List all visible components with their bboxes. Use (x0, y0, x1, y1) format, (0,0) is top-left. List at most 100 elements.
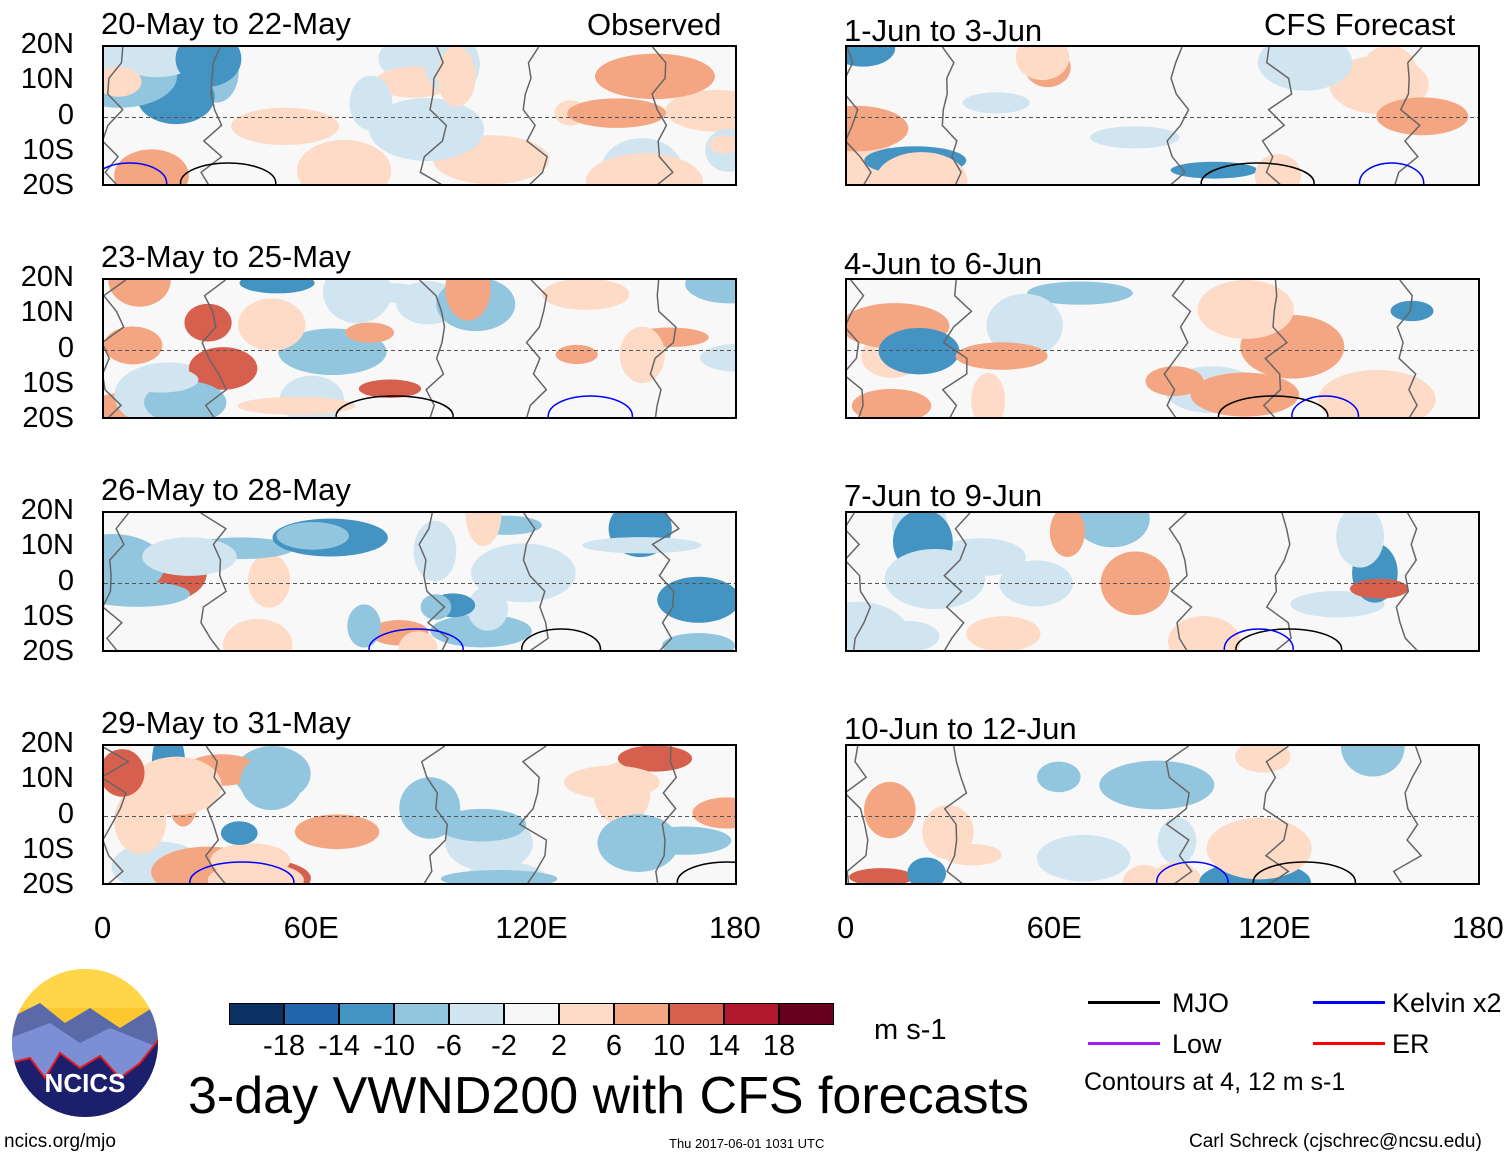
anomaly-region (1074, 513, 1150, 548)
forecast-label: CFS Forecast (1264, 7, 1456, 42)
colorbar-label: -18 (263, 1030, 305, 1062)
colorbar-label: -14 (318, 1030, 360, 1062)
colorbar-label: 18 (762, 1030, 796, 1062)
map-panel (845, 511, 1480, 652)
anomaly-region (962, 92, 1030, 114)
mjo-contour (179, 162, 277, 184)
coastline (1395, 513, 1418, 650)
anomaly-region (1090, 126, 1180, 149)
panel-title: 1-Jun to 3-Jun (844, 13, 1043, 48)
anomaly-region (1157, 817, 1197, 865)
anomaly-region (1148, 862, 1204, 883)
anomaly-region (1368, 371, 1406, 400)
panel-title: 29-May to 31-May (101, 705, 351, 740)
colorbar-swatch (669, 1003, 724, 1025)
lat-tick-label: 20S (22, 402, 74, 434)
colorbar-swatch (339, 1003, 394, 1025)
lat-tick-label: 10S (22, 366, 74, 399)
anomaly-region (849, 868, 914, 883)
anomaly-region (966, 616, 1041, 650)
anomaly-region (465, 513, 502, 547)
colorbar-label: 10 (652, 1030, 686, 1062)
anomaly-region (907, 857, 947, 883)
anomaly-region (114, 149, 189, 184)
lon-tick-label: 0 (94, 910, 112, 945)
kelvin-contour (1155, 861, 1229, 883)
panel-title: 10-Jun to 12-Jun (844, 711, 1077, 746)
anomaly-region (692, 797, 735, 829)
map-panel (845, 278, 1480, 419)
lon-tick-label: 180 (709, 910, 761, 945)
anomaly-region (239, 280, 315, 294)
anomaly-region (1015, 47, 1070, 81)
anomaly-region (437, 808, 527, 842)
coastline (651, 47, 674, 184)
anomaly-region (142, 537, 237, 576)
colorbar-swatch (504, 1003, 559, 1025)
anomaly-region (398, 631, 438, 650)
anomaly-region (231, 107, 339, 146)
anomaly-region (296, 139, 392, 184)
anomaly-region (878, 327, 960, 375)
anomaly-region (847, 47, 896, 67)
anomaly-region (276, 522, 349, 550)
anomaly-region (237, 396, 356, 415)
site-link[interactable]: ncics.org/mjo (4, 1131, 116, 1152)
anomaly-region (188, 347, 258, 390)
anomaly-region (851, 388, 932, 417)
mjo-contour (520, 628, 602, 650)
coastline (941, 47, 962, 184)
lon-tick-label: 120E (1238, 910, 1311, 945)
anomaly-region (1254, 154, 1302, 184)
anomaly-region (1341, 746, 1405, 777)
coastline (419, 47, 448, 184)
legend-kelvin-line (1313, 1001, 1385, 1004)
anomaly-region (294, 814, 380, 850)
colorbar-swatch (614, 1003, 669, 1025)
coastline (104, 513, 130, 650)
coastline (522, 47, 548, 184)
kelvin-contour (1291, 395, 1360, 417)
lon-tick-label: 60E (1026, 910, 1082, 945)
anomaly-region (685, 280, 735, 304)
lon-tick-label: 180 (1452, 910, 1504, 945)
kelvin-contour (368, 628, 464, 650)
coastline (1163, 280, 1192, 417)
anomaly-region (1257, 47, 1353, 91)
colorbar-swatch (284, 1003, 339, 1025)
mjo-contour (1217, 395, 1329, 417)
anomaly-region (875, 152, 968, 184)
anomaly-region (700, 343, 735, 372)
anomaly-region (1235, 746, 1291, 773)
anomaly-region (1376, 97, 1469, 136)
anomaly-region (619, 326, 665, 384)
anomaly-region (874, 620, 940, 650)
lon-tick-label: 120E (495, 910, 568, 945)
legend-er: ER (1392, 1029, 1430, 1059)
colorbar-units: m s-1 (874, 1014, 947, 1046)
coastline (419, 280, 446, 417)
panel-title: 26-May to 28-May (101, 472, 351, 507)
anomaly-region (1049, 513, 1085, 557)
lat-tick-label: 20N (20, 28, 74, 60)
lat-tick-label: 10N (20, 63, 74, 96)
anomaly-region (709, 135, 735, 154)
anomaly-region (555, 344, 598, 365)
anomaly-region (1362, 47, 1416, 91)
colorbar-label: 2 (550, 1030, 568, 1062)
lat-tick-label: 10N (20, 296, 74, 329)
ncics-logo: NCICS (10, 968, 160, 1118)
anomaly-region (564, 765, 660, 799)
logo-text: NCICS (45, 1068, 126, 1098)
lat-tick-label: 20S (22, 169, 74, 201)
panel-title: 20-May to 22-May (101, 6, 351, 41)
map-panel (102, 744, 737, 885)
anomaly-region (597, 814, 679, 872)
coastline (104, 746, 131, 883)
anomaly-region (1336, 513, 1385, 568)
map-panel (845, 45, 1480, 186)
lat-tick-label: 0 (57, 331, 74, 364)
lat-tick-label: 20S (22, 635, 74, 667)
anomaly-region (582, 537, 702, 554)
anomaly-region (971, 373, 1006, 417)
